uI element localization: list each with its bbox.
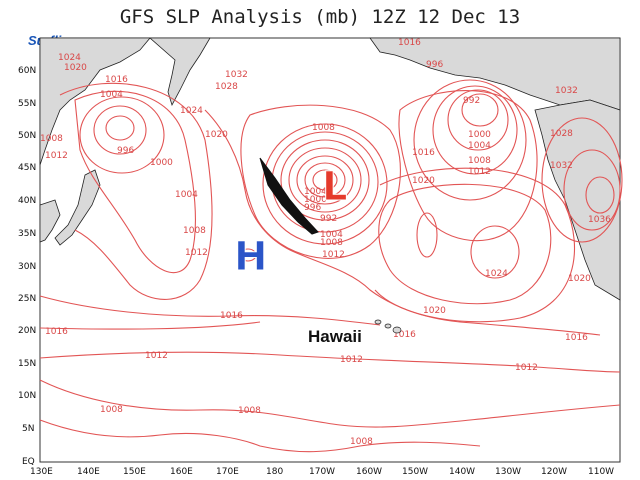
isobar-label: 1032 — [225, 70, 248, 80]
lat-label: 5N — [22, 424, 34, 434]
isobar-label: 1008 — [40, 134, 63, 144]
asia-land — [39, 37, 151, 166]
isobar-label: 1020 — [423, 306, 446, 316]
lon-label: 160W — [356, 467, 382, 477]
isobar-label: 1012 — [468, 167, 491, 177]
low-pressure-marker: L — [322, 164, 348, 210]
high-pressure-marker: H — [234, 234, 267, 280]
isobar-label: 992 — [463, 96, 480, 106]
isobar-label: 1016 — [398, 38, 421, 48]
lon-label: 150W — [402, 467, 428, 477]
isobar-label: 1012 — [340, 355, 363, 365]
isobar-label: 1020 — [568, 274, 591, 284]
lat-label: 60N — [18, 66, 36, 76]
isobar-label: 1000 — [150, 158, 173, 168]
isobar-label: 1020 — [205, 130, 228, 140]
land-masses — [39, 37, 621, 301]
isobar-label: 1008 — [350, 437, 373, 447]
isobar-label: 1004 — [304, 187, 327, 197]
map-title: GFS SLP Analysis (mb) 12Z 12 Dec 13 — [119, 6, 521, 28]
isobar-label: 1020 — [64, 63, 87, 73]
lon-label: 130E — [30, 467, 53, 477]
isobar-label: 1032 — [550, 161, 573, 171]
isobar-label: 996 — [426, 60, 443, 70]
lon-label: 170E — [216, 467, 239, 477]
isobar-label: 1028 — [550, 129, 573, 139]
isobar-label: 992 — [320, 214, 337, 224]
latitude-axis: 60N 55N 50N 45N 40N 35N 30N 25N 20N 15N … — [18, 66, 36, 467]
isobar-label: 1012 — [322, 250, 345, 260]
lat-label: 55N — [18, 99, 36, 109]
lat-label: EQ — [22, 457, 35, 467]
isobar-label: 1016 — [45, 327, 68, 337]
japan-land — [54, 169, 101, 246]
isobar-label: 1008 — [238, 406, 261, 416]
isobar-label: 1016 — [220, 311, 243, 321]
lat-label: 20N — [18, 326, 36, 336]
lon-label: 180 — [266, 467, 283, 477]
hawaii-islands — [374, 319, 402, 334]
isobar-label: 1016 — [105, 75, 128, 85]
isobar-label: 1008 — [100, 405, 123, 415]
isobar-label: 1028 — [215, 82, 238, 92]
isobar-label: 1004 — [320, 230, 343, 240]
lon-label: 150E — [123, 467, 146, 477]
isobar-label: 1024 — [58, 53, 81, 63]
north-america-land — [534, 99, 621, 301]
isobar-label: 1004 — [468, 141, 491, 151]
lon-label: 140E — [77, 467, 100, 477]
lat-label: 40N — [18, 196, 36, 206]
lon-label: 170W — [309, 467, 335, 477]
isobar-label: 1016 — [565, 333, 588, 343]
isobar-label: 1008 — [312, 123, 335, 133]
longitude-axis: 130E 140E 150E 160E 170E 180 170W 160W 1… — [30, 467, 614, 477]
lat-label: 45N — [18, 163, 36, 173]
isobar-label: 1000 — [468, 130, 491, 140]
isobar-label: 1024 — [180, 106, 203, 116]
place-label-hawaii: Hawaii — [308, 327, 362, 346]
lat-label: 15N — [18, 359, 36, 369]
lat-label: 30N — [18, 262, 36, 272]
isobar-label: 1004 — [100, 90, 123, 100]
lon-label: 120W — [541, 467, 567, 477]
isobar-label: 1032 — [555, 86, 578, 96]
lat-label: 50N — [18, 131, 36, 141]
isobar-label: 1016 — [412, 148, 435, 158]
isobar-label: 1012 — [515, 363, 538, 373]
lon-label: 110W — [588, 467, 614, 477]
lon-label: 130W — [495, 467, 521, 477]
isobar-label: 1008 — [183, 226, 206, 236]
isobar-label: 996 — [304, 203, 321, 213]
korea-land — [39, 199, 61, 243]
lat-label: 10N — [18, 391, 36, 401]
isobar-label: 1016 — [393, 330, 416, 340]
lon-label: 140W — [449, 467, 475, 477]
lat-label: 25N — [18, 294, 36, 304]
isobars — [39, 79, 623, 453]
isobar-label: 1008 — [320, 238, 343, 248]
isobar-label: 1012 — [145, 351, 168, 361]
isobar-label: 1012 — [45, 151, 68, 161]
isobar-label: 1004 — [175, 190, 198, 200]
isobar-label: 1000 — [304, 195, 327, 205]
lat-label: 35N — [18, 229, 36, 239]
isobar-label: 1012 — [185, 248, 208, 258]
kamchatka-land — [148, 37, 211, 107]
isobar-label: 1036 — [588, 215, 611, 225]
isobar-label: 1020 — [412, 176, 435, 186]
isobar-labels: 1008 1012 1004 996 1000 1004 1008 1012 1… — [40, 38, 611, 447]
isobar-label: 1024 — [485, 269, 508, 279]
front-line — [259, 157, 319, 235]
map-frame — [39, 37, 621, 463]
lon-label: 160E — [170, 467, 193, 477]
isobar-label: 996 — [117, 146, 134, 156]
isobar-label: 1008 — [468, 156, 491, 166]
